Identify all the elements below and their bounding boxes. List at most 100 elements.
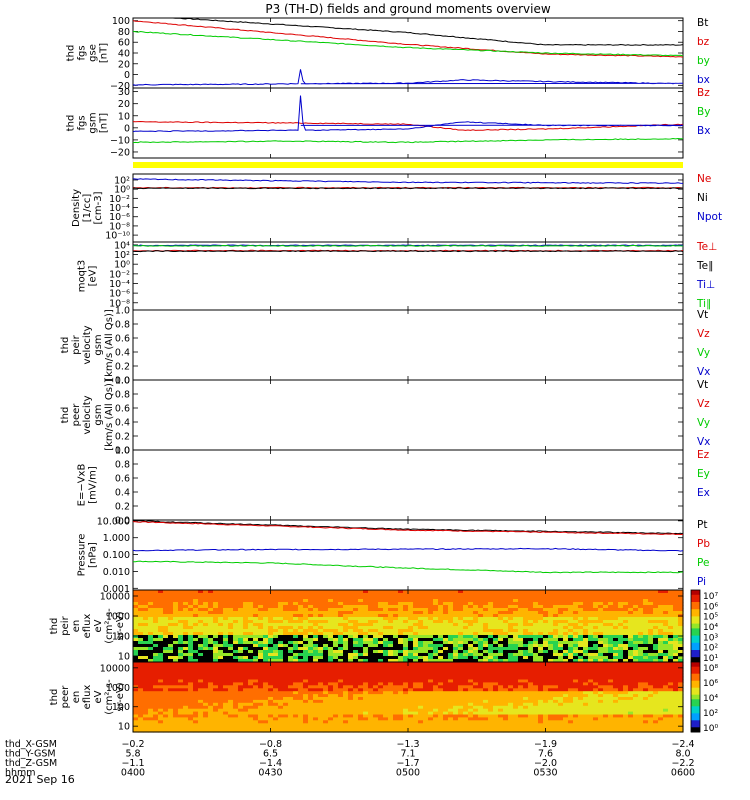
spectrogram-cell	[613, 644, 619, 648]
spectrogram-cell	[493, 638, 499, 642]
spectrogram-cell	[223, 611, 229, 615]
spectrogram-cell	[448, 711, 454, 716]
spectrogram-cell	[163, 676, 169, 681]
spectrogram-cell	[223, 617, 229, 621]
spectrogram-cell	[233, 714, 239, 718]
spectrogram-cell	[303, 611, 309, 615]
spectrogram-cell	[323, 714, 329, 718]
spectrogram-cell	[433, 685, 439, 689]
spectrogram-cell	[198, 679, 204, 683]
spectrogram-cell	[438, 632, 444, 636]
spectrogram-cell	[353, 650, 359, 654]
spectrogram-cell	[503, 638, 509, 642]
spectrogram-cell	[243, 697, 249, 701]
spectrogram-cell	[578, 647, 584, 651]
spectrogram-cell	[498, 635, 504, 639]
spectrogram-cell	[618, 623, 624, 627]
spectrogram-cell	[363, 699, 369, 704]
spectrogram-cell	[413, 717, 419, 721]
spectrogram-cell	[488, 620, 494, 624]
spectrogram-cell	[378, 647, 384, 651]
spectrogram-cell	[133, 617, 139, 621]
spectrogram-cell	[363, 590, 369, 594]
spectrogram-cell	[373, 717, 379, 721]
spectrogram-cell	[163, 667, 169, 672]
spectrogram-cell	[273, 632, 279, 636]
spectrogram-cell	[353, 656, 359, 660]
spectrogram-cell	[438, 688, 444, 692]
spectrogram-cell	[278, 617, 284, 621]
spectrogram-cell	[578, 623, 584, 627]
spectrogram-cell	[593, 599, 599, 603]
spectrogram-cell	[568, 602, 574, 606]
spectrogram-cell	[573, 626, 579, 630]
spectrogram-cell	[228, 614, 234, 618]
spectrogram-cell	[268, 608, 274, 612]
spectrogram-cell	[533, 608, 539, 612]
spectrogram-cell	[273, 641, 279, 645]
spectrogram-cell	[323, 641, 329, 645]
spectrogram-cell	[333, 679, 339, 683]
spectrogram-cell	[368, 682, 374, 686]
spectrogram-cell	[223, 676, 229, 681]
spectrogram-cell	[573, 593, 579, 597]
spectrogram-cell	[188, 629, 194, 633]
spectrogram-cell	[258, 688, 264, 692]
legend-entry: Ex	[697, 487, 710, 499]
spectrogram-cell	[373, 723, 379, 727]
spectrogram-cell	[228, 723, 234, 727]
spectrogram-cell	[673, 593, 679, 597]
spectrogram-cell	[573, 638, 579, 642]
spectrogram-cell	[173, 617, 179, 621]
spectrogram-cell	[593, 635, 599, 639]
spectrogram-cell	[623, 635, 629, 639]
spectrogram-cell	[203, 673, 209, 678]
spectrogram-cell	[313, 623, 319, 627]
spectrogram-cell	[143, 679, 149, 683]
spectrogram-cell	[473, 723, 479, 727]
spectrogram-cell	[148, 602, 154, 606]
spectrogram-cell	[438, 623, 444, 627]
spectrogram-cell	[313, 662, 319, 666]
spectrogram-cell	[418, 729, 424, 733]
spectrogram-cell	[668, 632, 674, 636]
spectrogram-cell	[273, 691, 279, 695]
spectrogram-cell	[143, 664, 149, 669]
spectrogram-cell	[618, 644, 624, 648]
spectrogram-cell	[353, 714, 359, 718]
spectrogram-cell	[443, 647, 449, 651]
spectrogram-cell	[438, 673, 444, 678]
spectrogram-cell	[223, 685, 229, 689]
spectrogram-cell	[448, 620, 454, 624]
spectrogram-cell	[273, 714, 279, 718]
spectrogram-cell	[528, 602, 534, 606]
spectrogram-cell	[578, 650, 584, 654]
spectrogram-cell	[423, 714, 429, 718]
spectrogram-cell	[363, 667, 369, 672]
spectrogram-cell	[598, 644, 604, 648]
spectrogram-cell	[428, 708, 434, 713]
spectrogram-cell	[448, 670, 454, 675]
spectrogram-cell	[323, 664, 329, 669]
spectrogram-cell	[423, 632, 429, 636]
spectrogram-cell	[623, 620, 629, 624]
spectrogram-cell	[158, 590, 164, 594]
spectrogram-cell	[233, 596, 239, 600]
colorbar-tick-label: 10⁴	[703, 623, 718, 633]
spectrogram-cell	[618, 614, 624, 618]
spectrogram-cell	[273, 688, 279, 692]
spectrogram-cell	[318, 688, 324, 692]
spectrogram-cell	[548, 623, 554, 627]
spectrogram-cell	[433, 717, 439, 721]
spectrogram-cell	[613, 596, 619, 600]
spectrogram-cell	[228, 691, 234, 695]
spectrogram-cell	[398, 664, 404, 669]
spectrogram-cell	[283, 599, 289, 603]
spectrogram-cell	[168, 708, 174, 713]
spectrogram-cell	[158, 620, 164, 624]
spectrogram-cell	[328, 697, 334, 701]
spectrogram-cell	[283, 662, 289, 666]
spectrogram-cell	[293, 599, 299, 603]
spectrogram-cell	[153, 590, 159, 594]
spectrogram-cell	[198, 708, 204, 713]
